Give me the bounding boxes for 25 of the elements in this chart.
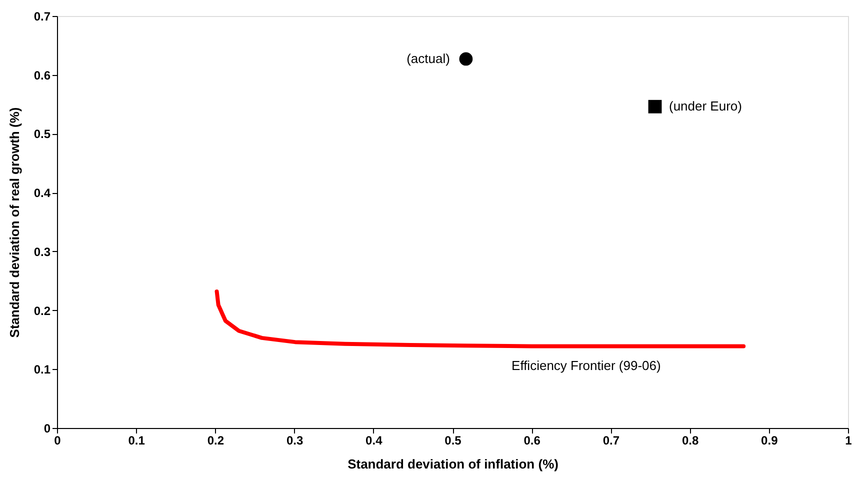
line-series — [214, 289, 746, 348]
annotation: (under Euro) — [668, 98, 742, 114]
x-tick-label: 0.2 — [207, 434, 224, 448]
x-tick-label: 0 — [54, 434, 62, 448]
annotation: (actual) — [406, 50, 450, 66]
x-tick-label: 0.8 — [682, 434, 699, 448]
y-axis-title: Standard deviation of real growth (%) — [6, 107, 22, 338]
x-tick-label: 0.7 — [602, 434, 620, 448]
y-tick-label: 0.2 — [34, 304, 51, 318]
annotation: Efficiency Frontier (99-06) — [512, 358, 661, 374]
x-tick-label: 1 — [845, 434, 852, 448]
y-tick-label: 0.5 — [34, 127, 51, 142]
x-tick-label: 0.1 — [128, 434, 146, 448]
x-tick-label: 0.9 — [761, 434, 778, 448]
y-tick-label: 0 — [44, 422, 51, 436]
x-tick-label: 0.6 — [524, 434, 541, 448]
y-tick-label: 0.4 — [34, 186, 51, 200]
y-tick-label: 0.7 — [34, 10, 51, 24]
y-tick-label: 0.1 — [34, 362, 51, 377]
y-tick-label: 0.3 — [34, 244, 51, 259]
x-axis-title: Standard deviation of inflation (%) — [348, 456, 558, 472]
x-tick-label: 0.3 — [286, 434, 304, 448]
x-tick-label: 0.5 — [444, 434, 462, 448]
x-tick-label: 0.4 — [366, 434, 383, 448]
y-tick-label: 0.6 — [34, 68, 51, 82]
